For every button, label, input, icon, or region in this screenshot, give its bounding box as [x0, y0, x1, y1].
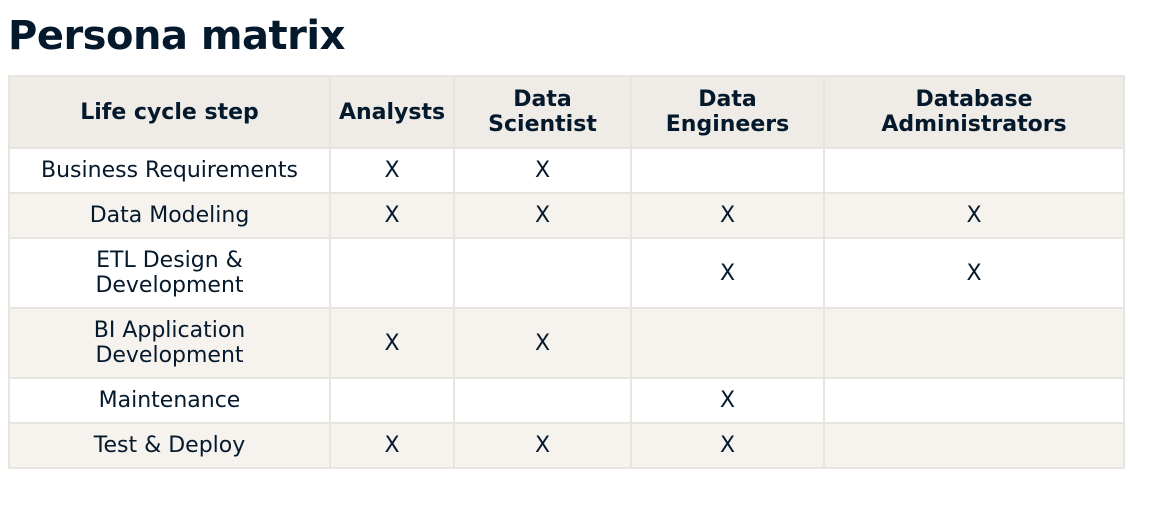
header-label-line: Data — [698, 87, 757, 112]
table-body: Business Requirements X X Data Modeling … — [8, 147, 1125, 469]
mark-cell-data-scientist: X — [453, 147, 632, 194]
step-cell: Maintenance — [8, 377, 331, 424]
header-data-scientist: Data Scientist — [453, 75, 632, 149]
mark: X — [966, 260, 982, 286]
step-cell: ETL Design & Development — [8, 237, 331, 309]
step-label-line: BI Application — [93, 318, 246, 343]
header-label: Analysts — [338, 99, 446, 125]
header-label-line: Scientist — [488, 112, 597, 137]
header-label-line: Data — [513, 87, 572, 112]
mark-cell-analysts — [329, 237, 455, 309]
step-label-line: ETL Design & — [96, 248, 243, 273]
mark-cell-data-engineers: X — [630, 237, 825, 309]
mark: X — [534, 330, 551, 356]
header-label-line: Database — [915, 87, 1033, 112]
mark-cell-analysts: X — [329, 192, 455, 239]
header-label-line: Engineers — [665, 112, 790, 137]
mark-cell-analysts: X — [329, 147, 455, 194]
table-row: Data Modeling X X X X — [8, 192, 1125, 239]
mark-cell-data-engineers — [630, 147, 825, 194]
mark-cell-data-engineers: X — [630, 422, 825, 469]
mark: X — [719, 388, 736, 413]
mark: X — [534, 203, 551, 228]
step-label-line: Development — [95, 273, 244, 298]
mark: X — [534, 158, 551, 183]
mark: X — [384, 203, 400, 228]
step-cell: Business Requirements — [8, 147, 331, 194]
mark-cell-analysts: X — [329, 307, 455, 379]
step-label: Maintenance — [98, 388, 241, 413]
mark-cell-data-scientist: X — [453, 307, 632, 379]
mark-cell-database-administrators — [823, 147, 1125, 194]
header-life-cycle-step: Life cycle step — [8, 75, 331, 149]
header-analysts: Analysts — [329, 75, 455, 149]
mark-cell-data-engineers: X — [630, 377, 825, 424]
mark-cell-data-scientist: X — [453, 192, 632, 239]
table-row: Business Requirements X X — [8, 147, 1125, 194]
mark-cell-database-administrators — [823, 377, 1125, 424]
mark: X — [384, 158, 400, 183]
header-database-administrators: Database Administrators — [823, 75, 1125, 149]
persona-matrix-table: Life cycle step Analysts Data Scientist … — [8, 75, 1125, 469]
page-title: Persona matrix — [8, 13, 345, 59]
step-label: Data Modeling — [89, 203, 250, 228]
mark-cell-data-scientist — [453, 237, 632, 309]
header-row: Life cycle step Analysts Data Scientist … — [8, 75, 1125, 149]
mark: X — [966, 203, 982, 228]
table-row: ETL Design & Development X X — [8, 237, 1125, 309]
table-row: Test & Deploy X X X — [8, 422, 1125, 469]
mark-cell-database-administrators: X — [823, 192, 1125, 239]
mark: X — [719, 260, 736, 286]
step-cell: Test & Deploy — [8, 422, 331, 469]
mark: X — [534, 433, 551, 458]
table-header: Life cycle step Analysts Data Scientist … — [8, 75, 1125, 149]
mark: X — [384, 330, 400, 356]
step-cell: BI Application Development — [8, 307, 331, 379]
mark-cell-database-administrators — [823, 422, 1125, 469]
step-cell: Data Modeling — [8, 192, 331, 239]
step-label: Business Requirements — [41, 158, 298, 183]
mark-cell-database-administrators: X — [823, 237, 1125, 309]
mark: X — [719, 433, 736, 458]
header-label: Life cycle step — [80, 99, 259, 125]
mark-cell-analysts — [329, 377, 455, 424]
mark-cell-database-administrators — [823, 307, 1125, 379]
mark: X — [719, 203, 736, 228]
mark-cell-data-scientist — [453, 377, 632, 424]
step-label-line: Development — [95, 343, 244, 368]
header-label-line: Administrators — [881, 112, 1067, 137]
table-row: BI Application Development X X — [8, 307, 1125, 379]
mark-cell-data-engineers — [630, 307, 825, 379]
mark-cell-data-engineers: X — [630, 192, 825, 239]
mark: X — [384, 433, 400, 458]
mark-cell-analysts: X — [329, 422, 455, 469]
table-row: Maintenance X — [8, 377, 1125, 424]
header-data-engineers: Data Engineers — [630, 75, 825, 149]
step-label: Test & Deploy — [93, 433, 246, 458]
mark-cell-data-scientist: X — [453, 422, 632, 469]
